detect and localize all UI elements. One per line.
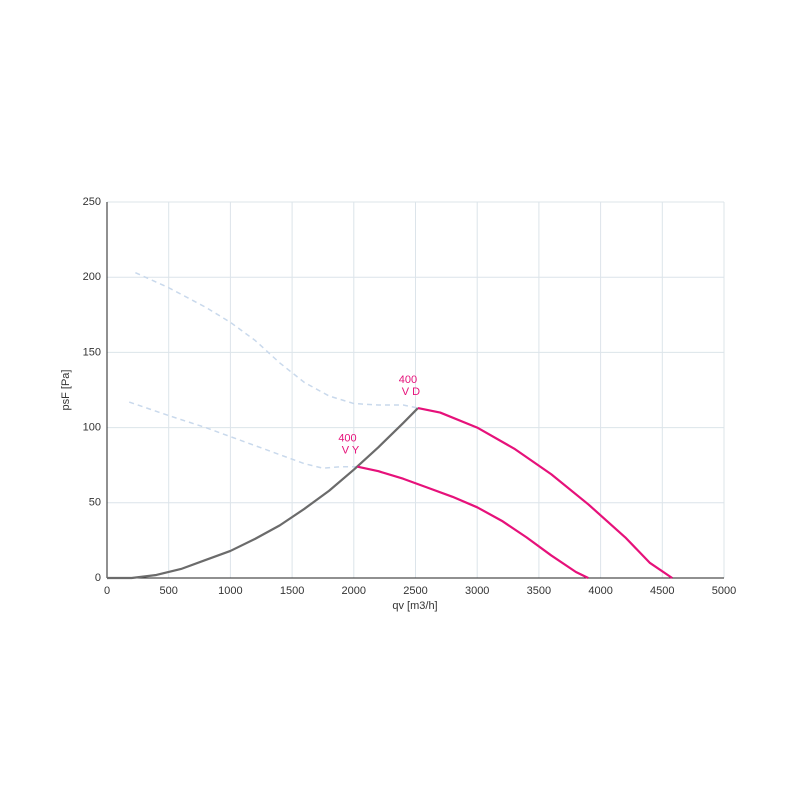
x-tick-label: 0 [104,585,110,597]
curve-label: V Y [342,445,360,457]
series-line [357,465,589,579]
series-line [135,272,419,409]
y-tick-label: 100 [83,422,101,434]
x-tick-label: 500 [160,585,178,597]
x-tick-label: 3500 [527,585,551,597]
x-tick-label: 4000 [588,585,612,597]
curve-label: 400 [338,433,356,445]
x-tick-label: 2000 [342,585,366,597]
y-tick-label: 200 [83,271,101,283]
y-tick-label: 250 [83,196,101,208]
x-tick-label: 1500 [280,585,304,597]
x-tick-label: 3000 [465,585,489,597]
x-tick-label: 4500 [650,585,674,597]
x-tick-label: 1000 [218,585,242,597]
y-tick-label: 0 [95,572,101,584]
x-tick-label: 5000 [712,585,736,597]
x-axis-label: qv [m3/h] [392,600,437,612]
x-tick-label: 2500 [403,585,427,597]
curve-label: 400 [399,374,417,386]
y-tick-label: 150 [83,346,101,358]
curve-label: V D [402,386,420,398]
series-line [417,406,673,579]
y-tick-label: 50 [89,497,101,509]
series-line [107,407,419,580]
series-line [128,401,358,469]
y-axis-label: psF [Pa] [60,370,72,411]
